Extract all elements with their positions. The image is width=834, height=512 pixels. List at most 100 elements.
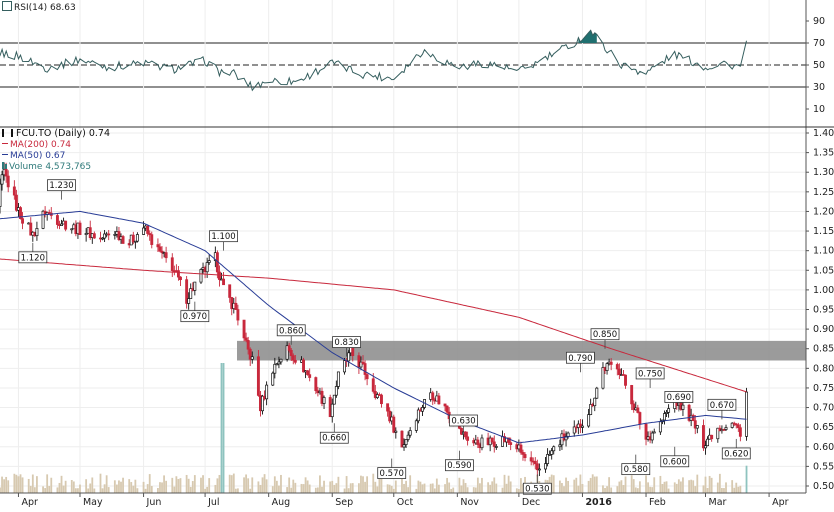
volume-bar: [561, 483, 563, 493]
annotation-label: 1.100: [211, 232, 235, 242]
month-tick-label: Nov: [460, 497, 479, 508]
volume-bar: [489, 484, 492, 493]
candle: [170, 253, 174, 278]
volume-bar: [415, 488, 418, 493]
annotation-label: 0.830: [334, 338, 358, 348]
volume-bar: [179, 478, 182, 493]
candle-body: [704, 445, 707, 449]
annotation-label: 0.630: [451, 417, 475, 427]
volume-bar: [200, 477, 202, 493]
candle-body: [652, 431, 656, 434]
volume-bar: [263, 474, 266, 493]
volume-bar: [161, 482, 163, 493]
volume-bar: [202, 475, 204, 493]
candle: [380, 393, 383, 408]
candle: [702, 419, 705, 451]
volume-bar: [733, 487, 736, 493]
candle-body: [101, 237, 104, 240]
candle-body: [164, 252, 168, 259]
volume-bar: [136, 488, 139, 493]
candle: [359, 356, 363, 371]
volume-bar: [405, 480, 407, 493]
volume-bar: [575, 477, 578, 493]
volume-bar: [505, 483, 508, 493]
candle: [687, 403, 691, 423]
volume-bar: [558, 480, 561, 493]
volume-bar: [739, 485, 742, 493]
volume-legend-icon: [2, 162, 4, 169]
volume-bar: [647, 482, 649, 493]
volume-bar: [72, 481, 75, 493]
candle: [302, 357, 305, 373]
candle: [14, 189, 18, 212]
candle-body: [302, 359, 305, 373]
candle-body: [466, 436, 470, 441]
candle-body: [400, 430, 404, 448]
candle: [745, 387, 748, 441]
volume-bar: [87, 488, 90, 493]
volume-bar: [271, 486, 274, 493]
price-tick-label: 1.15: [813, 226, 834, 237]
candle: [710, 434, 714, 442]
volume-bar: [374, 481, 377, 493]
candle: [242, 319, 246, 342]
volume-bar: [630, 475, 633, 493]
annotation-label: 0.790: [568, 354, 592, 364]
annotation-box: [377, 467, 407, 479]
volume-bar: [70, 479, 73, 493]
candle-body: [550, 450, 554, 455]
annotation-label: 0.860: [279, 326, 303, 336]
volume-bar: [618, 481, 621, 493]
candle-body: [702, 425, 705, 449]
price-tick-label: 1.20: [813, 206, 834, 217]
candle-body: [408, 430, 412, 436]
annotation-label: 0.580: [624, 465, 648, 475]
candle-body: [21, 218, 25, 224]
candle-body: [170, 257, 174, 271]
month-tick-label: Apr: [772, 497, 789, 508]
candle: [716, 427, 720, 443]
volume-bar: [58, 482, 61, 493]
candle-body: [64, 220, 68, 230]
candle-body: [150, 234, 154, 245]
annotation-box: [449, 414, 478, 427]
candle: [92, 231, 96, 239]
price-tick-label: 0.80: [813, 363, 834, 374]
candle-body: [0, 183, 2, 207]
candle-body: [632, 403, 636, 411]
volume-bar: [91, 477, 94, 493]
volume-bar: [60, 475, 63, 493]
volume-bar: [302, 484, 305, 493]
candle: [587, 408, 591, 428]
candle: [650, 430, 654, 444]
volume-bar: [232, 473, 235, 493]
candle: [546, 448, 550, 467]
candle-body: [121, 236, 125, 244]
volume-bar: [193, 475, 196, 493]
candle-body: [199, 269, 203, 283]
volume-bar: [479, 483, 481, 493]
candle-body: [148, 233, 152, 235]
candle-body: [275, 363, 279, 366]
volume-bar: [651, 487, 654, 493]
volume-bar: [48, 485, 51, 493]
volume-bar: [452, 487, 455, 493]
month-tick-label: May: [83, 497, 103, 508]
candle: [595, 386, 599, 399]
candle-body: [273, 363, 277, 374]
candle-body: [365, 374, 369, 380]
volume-bar: [587, 480, 590, 493]
candle: [537, 463, 541, 477]
price-annotation: 0.670: [707, 398, 737, 420]
candle-body: [176, 270, 180, 278]
volume-bar: [93, 488, 96, 493]
price-annotation: 0.620: [721, 438, 751, 459]
candle-body: [494, 446, 498, 448]
candle-body: [533, 460, 537, 465]
candle: [490, 437, 494, 445]
candle: [189, 283, 193, 299]
annotation-box: [664, 391, 694, 403]
volume-bar: [692, 480, 695, 493]
volume-bar: [745, 465, 748, 493]
candle-body: [437, 395, 441, 405]
